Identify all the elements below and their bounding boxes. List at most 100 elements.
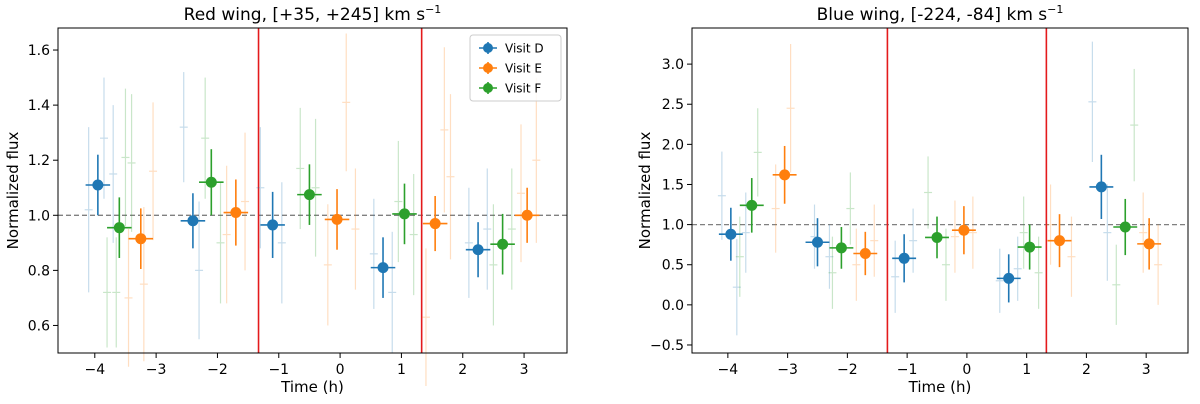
x-tick-label: 3 <box>1142 362 1151 378</box>
x-axis-label: Time (h) <box>280 378 344 396</box>
visit-f-raw-point <box>201 77 210 199</box>
series-visit-d <box>717 41 1114 336</box>
x-tick-label: −1 <box>897 362 918 378</box>
visit-f-binned-marker <box>746 199 758 211</box>
visit-f-binned-point <box>490 213 515 275</box>
visit-d-raw-point <box>464 187 473 298</box>
visit-e-raw-point <box>440 47 449 213</box>
visit-d-binned-point <box>370 237 396 298</box>
y-tick-label: 1.6 <box>28 43 50 59</box>
visit-e-raw-point <box>1067 216 1076 297</box>
visit-e-binned-marker <box>429 218 441 230</box>
visit-e-raw-point <box>342 33 351 172</box>
visit-f-binned-point <box>1017 224 1042 270</box>
legend-label: Visit F <box>505 82 541 96</box>
y-tick-label: 2.0 <box>662 137 684 153</box>
visit-f-binned-marker <box>205 176 217 188</box>
visit-f-binned-marker <box>931 231 943 243</box>
legend-swatch-marker <box>483 43 493 53</box>
visit-e-binned-point <box>1047 214 1072 268</box>
visit-e-binned-marker <box>1143 238 1155 250</box>
visit-e-binned-point <box>223 179 249 246</box>
visit-d-raw-point <box>388 231 397 353</box>
visit-d-raw-point <box>84 127 93 293</box>
visit-f-raw-point <box>846 172 855 245</box>
x-tick-label: 3 <box>520 362 529 378</box>
visit-e-binned-marker <box>135 233 147 245</box>
x-tick-label: 2 <box>1082 362 1091 378</box>
visit-e-raw-point <box>786 44 795 173</box>
visit-d-binned-marker <box>898 252 910 264</box>
visit-d-raw-point <box>717 151 726 240</box>
y-tick-label: 1.5 <box>662 177 684 193</box>
visit-e-binned-marker <box>331 213 343 225</box>
visit-e-binned-point <box>128 208 154 269</box>
visit-f-raw-point <box>735 216 744 297</box>
visit-d-raw-point <box>995 248 1004 313</box>
visit-f-raw-point <box>112 237 121 348</box>
visit-e-raw-point <box>517 124 526 263</box>
visit-d-raw-point <box>179 72 188 183</box>
visit-d-binned-point <box>1089 154 1114 219</box>
visit-d-raw-point <box>1013 236 1022 301</box>
visit-d-binned-point <box>892 234 917 283</box>
x-tick-label: −4 <box>84 362 105 378</box>
chart-title-superscript: −1 <box>1047 3 1063 16</box>
visit-f-raw-point <box>127 94 136 232</box>
visit-d-binned-marker <box>1003 272 1015 284</box>
visit-e-binned-marker <box>859 247 871 259</box>
visit-e-binned-marker <box>1054 235 1066 247</box>
visit-d-raw-point <box>909 208 918 273</box>
visit-e-binned-point <box>772 145 797 204</box>
visit-f-binned-marker <box>303 189 315 201</box>
visit-f-raw-point <box>1019 196 1028 269</box>
x-tick-label: 0 <box>336 362 345 378</box>
visit-f-binned-point <box>925 216 949 259</box>
visit-d-raw-point <box>195 201 204 340</box>
visit-f-raw-point <box>828 236 837 309</box>
visit-f-binned-point <box>739 178 764 233</box>
visit-e-binned-point <box>1137 218 1162 270</box>
chart-title: Red wing, [+35, +245] km s−1 <box>184 3 442 25</box>
visit-f-binned-point <box>199 149 224 216</box>
x-tick-label: −2 <box>837 362 858 378</box>
visit-f-binned-marker <box>835 242 847 254</box>
visit-f-raw-point <box>216 182 225 304</box>
series-visit-e <box>124 33 541 387</box>
visit-d-raw-point <box>369 198 378 309</box>
visit-e-binned-point <box>422 196 448 252</box>
chart-panel-1: Red wing, [+35, +245] km s−1 −4 −3 −2 −1 0 1 2 3… <box>4 3 568 396</box>
visit-e-raw-point <box>446 94 455 260</box>
legend-entry-visit-e: Visit E <box>479 62 542 76</box>
visit-f-binned-marker <box>398 208 410 220</box>
y-axis-label: Normalized flux <box>636 132 654 250</box>
visit-e-raw-point <box>323 204 332 326</box>
visit-d-binned-point <box>996 254 1021 303</box>
x-tick-label: 1 <box>397 362 406 378</box>
series-visit-f <box>735 68 1139 325</box>
x-tick-label: −3 <box>146 362 167 378</box>
x-tick-label: −3 <box>777 362 798 378</box>
chart-panel-2: Blue wing, [-224, -84] km s−1 −4 −3 −2 −1 0 1 2… <box>636 3 1189 396</box>
y-tick-label: −0.5 <box>650 338 684 354</box>
legend-swatch-marker <box>483 63 493 73</box>
visit-d-raw-point <box>277 182 286 304</box>
visit-d-raw-point <box>732 239 741 336</box>
visit-d-binned-marker <box>267 219 279 231</box>
visit-e-binned-marker <box>230 207 242 219</box>
visit-f-raw-point <box>121 88 130 227</box>
visit-d-raw-point <box>483 168 492 290</box>
visit-f-raw-point <box>103 237 112 348</box>
visit-e-raw-point <box>1139 192 1148 273</box>
y-tick-label: 1.2 <box>28 153 50 169</box>
x-tick-label: 2 <box>458 362 467 378</box>
visit-d-binned-marker <box>1095 181 1107 193</box>
y-tick-label: 1.4 <box>28 98 50 114</box>
x-tick-label: −4 <box>718 362 739 378</box>
visit-e-raw-point <box>532 77 541 243</box>
series-visit-f <box>103 77 516 348</box>
visit-e-raw-point <box>852 228 861 301</box>
visit-e-raw-point <box>1046 184 1055 265</box>
x-tick-label: 1 <box>1022 362 1031 378</box>
